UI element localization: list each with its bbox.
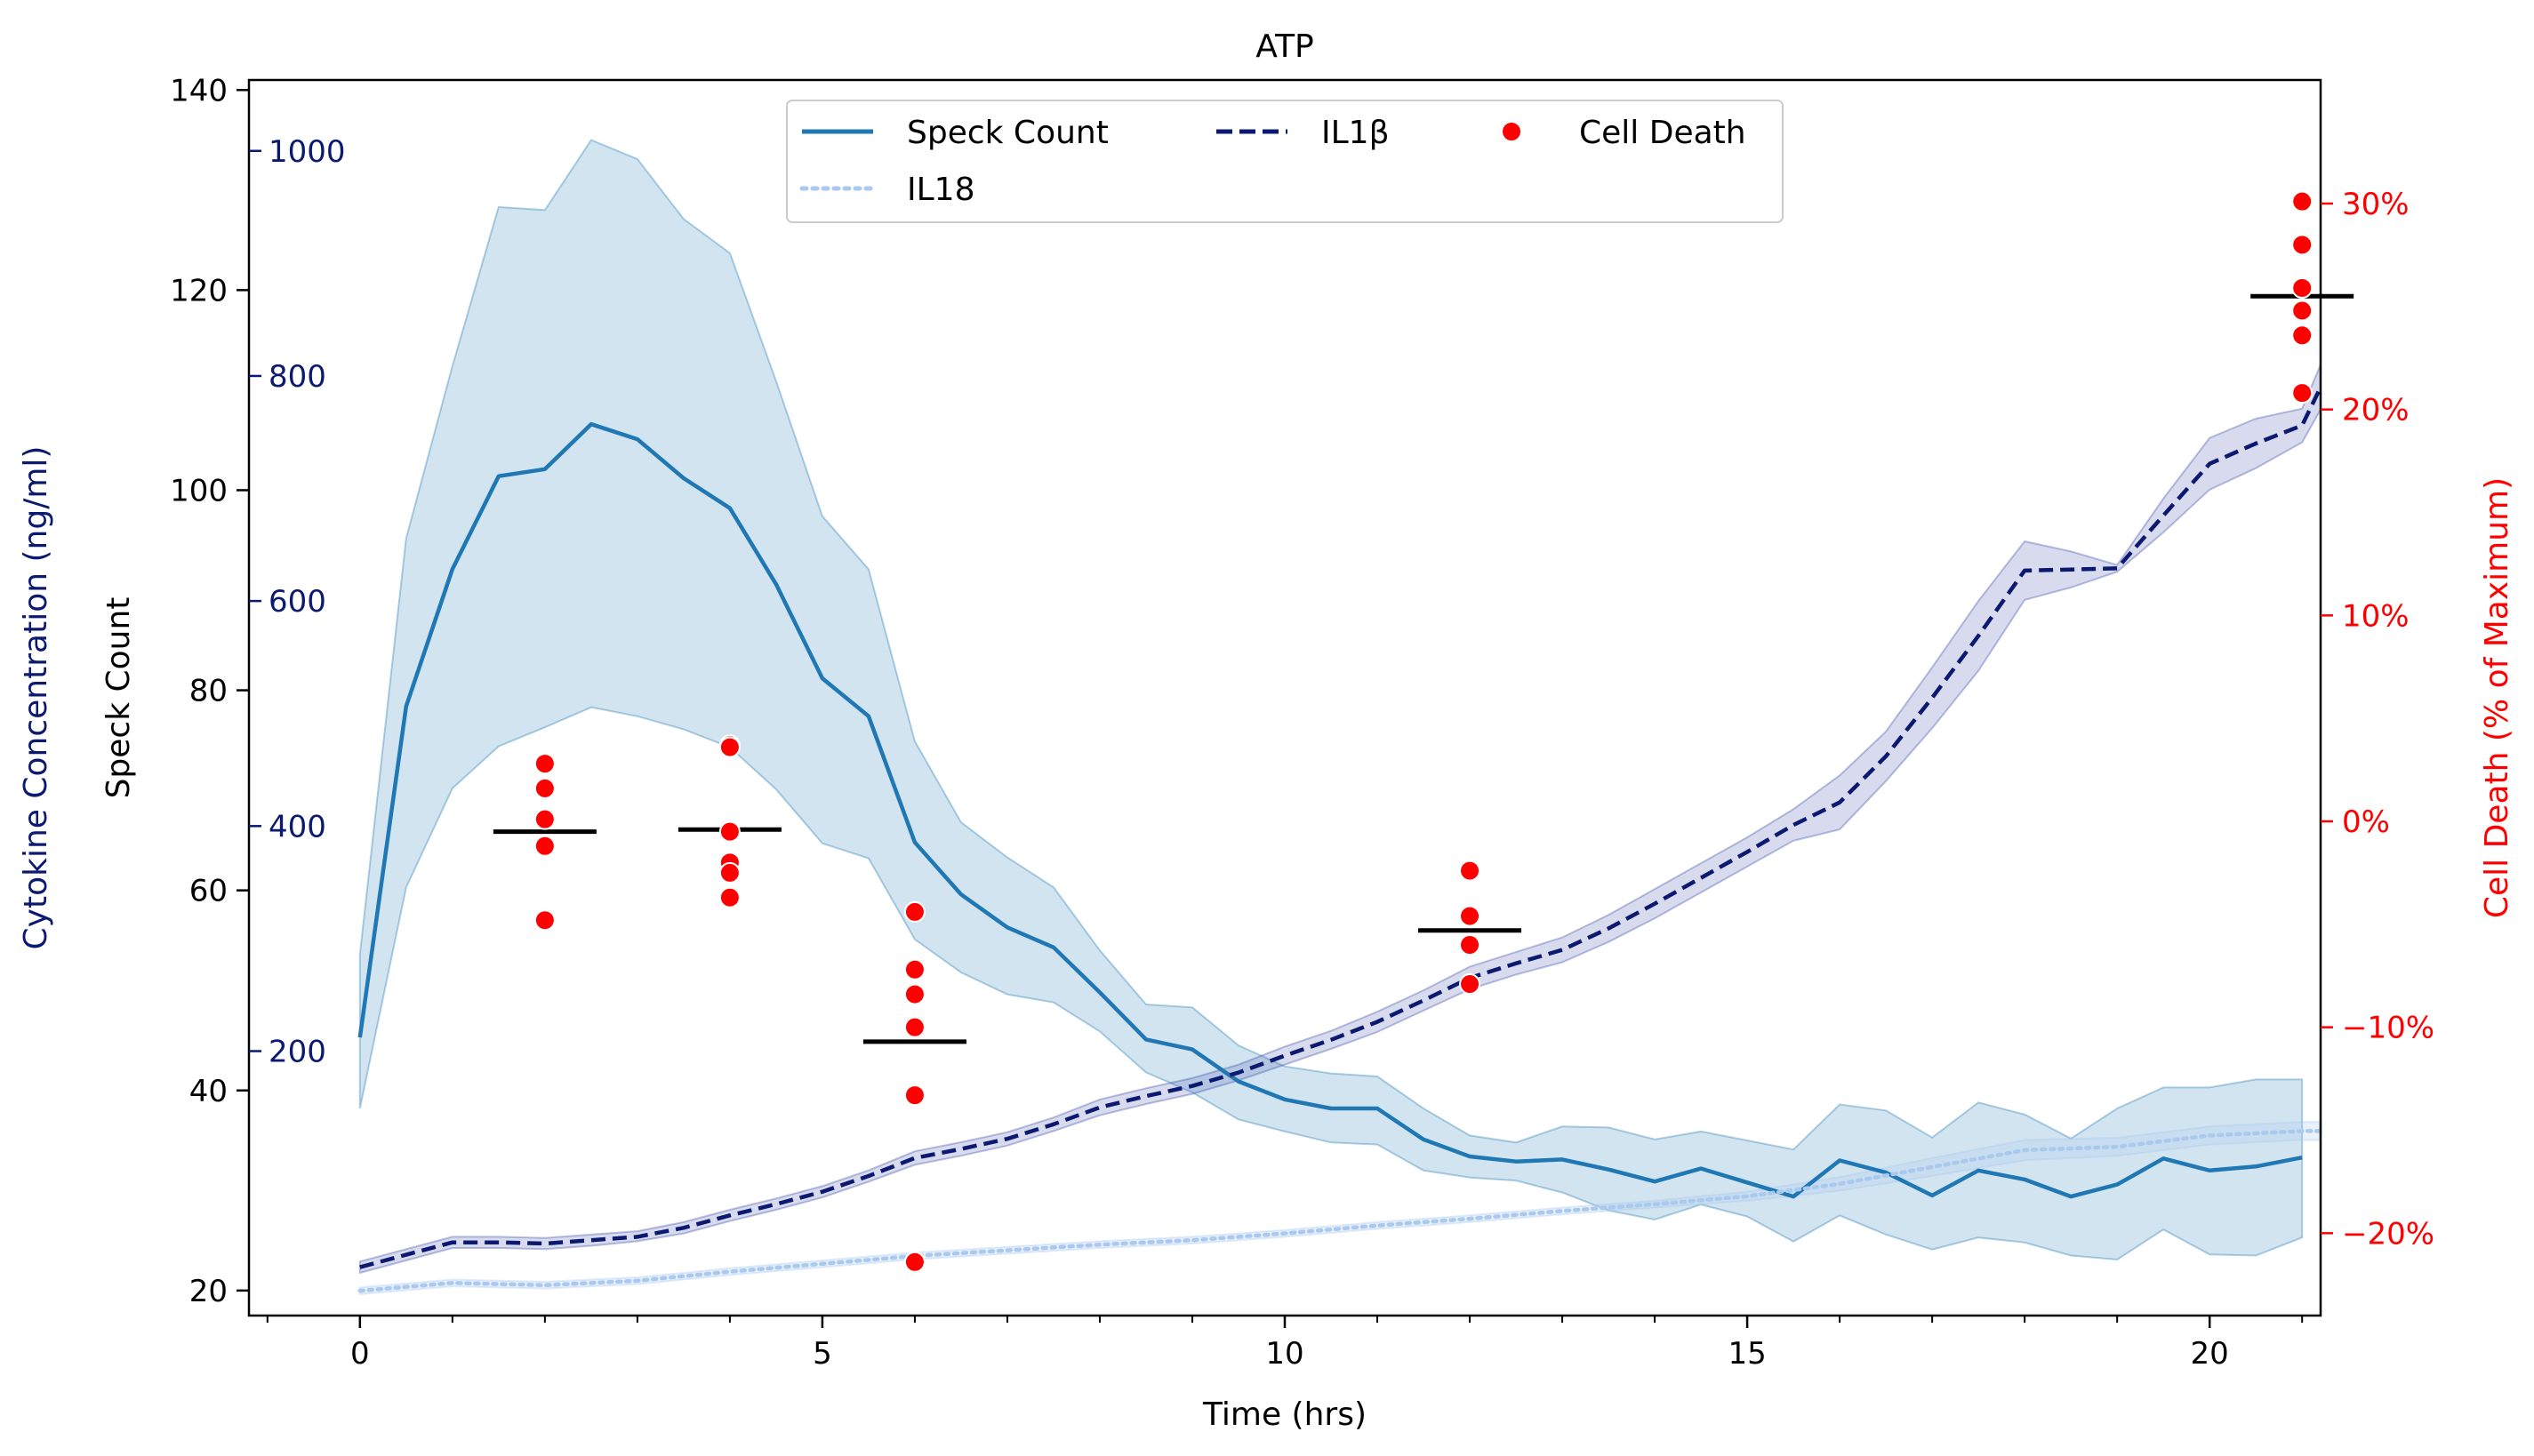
death-tick-label-10: 10% <box>2342 598 2410 634</box>
cell-death-point-2-1 <box>903 958 926 980</box>
cell-death-point-1-5 <box>718 886 741 908</box>
cell-death-point-4-4 <box>2291 324 2313 347</box>
death-tick-label-0: 0% <box>2342 804 2390 840</box>
cytokine-tick-label-400: 400 <box>269 809 326 844</box>
legend-entry-il18: IL18 <box>799 172 974 208</box>
cell-death-point-1-1 <box>718 736 741 758</box>
legend-entry-cell-death: Cell Death <box>1501 115 1746 151</box>
line-speck-count <box>357 421 2303 1199</box>
y-axis-cell-death: −20% −10% 0% 10% 20% 30% <box>2321 187 2434 1252</box>
cell-death-point-2-5 <box>903 1251 926 1273</box>
line-il1b <box>359 386 2323 1269</box>
y-axis-cytokine: 200 400 600 800 1000 <box>249 134 346 1070</box>
death-tick-label--10: −10% <box>2342 1011 2434 1046</box>
death-tick-label-20: 20% <box>2342 393 2410 428</box>
x-axis-label: Time (hrs) <box>1202 1396 1367 1433</box>
cell-death-point-0-0 <box>533 753 556 775</box>
cell-death-point-2-0 <box>903 900 926 923</box>
x-tick-label-20: 20 <box>2191 1336 2229 1372</box>
cytokine-tick-label-200: 200 <box>269 1035 326 1070</box>
legend-entry-speck-count: Speck Count <box>802 115 1109 151</box>
legend-label-speck-count: Speck Count <box>907 115 1109 151</box>
legend-swatch-cell-death <box>1501 121 1522 142</box>
cell-death-point-4-5 <box>2291 382 2313 404</box>
line-il18 <box>357 1129 2323 1293</box>
cell-death-point-1-2 <box>718 820 741 843</box>
x-tick-label-15: 15 <box>1728 1336 1766 1372</box>
cell-death-point-2-2 <box>903 983 926 1005</box>
cytokine-tick-label-800: 800 <box>269 359 326 395</box>
cell-death-points <box>533 190 2313 1273</box>
speck-tick-label-60: 60 <box>189 874 228 909</box>
x-tick-label-0: 0 <box>350 1336 370 1372</box>
cell-death-point-2-3 <box>903 1016 926 1038</box>
y-axis-label-cytokine: Cytokine Concentration (ng/ml) <box>18 446 54 950</box>
cell-death-point-4-3 <box>2291 300 2313 322</box>
cell-death-point-3-1 <box>1459 905 1481 927</box>
cell-death-point-0-1 <box>533 777 556 799</box>
legend-label-cell-death: Cell Death <box>1579 115 1746 151</box>
speck-tick-label-140: 140 <box>170 73 228 108</box>
x-axis: 0 5 10 15 20 <box>266 1316 2304 1372</box>
cell-death-point-4-2 <box>2291 276 2313 299</box>
cell-death-point-4-1 <box>2291 234 2313 256</box>
cell-death-point-3-3 <box>1459 973 1481 996</box>
speck-tick-label-20: 20 <box>189 1274 228 1309</box>
cell-death-point-3-2 <box>1459 934 1481 956</box>
cell-death-point-0-3 <box>533 835 556 857</box>
cytokine-tick-label-1000: 1000 <box>269 134 346 170</box>
y-axis-label-cell-death: Cell Death (% of Maximum) <box>2479 477 2515 918</box>
chart-title: ATP <box>1255 28 1314 65</box>
band-speck-count <box>358 139 2304 1261</box>
legend-entry-il1b: IL1β <box>1216 115 1390 151</box>
confidence-bands <box>358 139 2321 1295</box>
death-tick-label-30: 30% <box>2342 187 2410 222</box>
cell-death-point-3-0 <box>1459 860 1481 882</box>
y-axis-speck-count: 20 40 60 80 100 120 140 <box>170 73 249 1309</box>
legend-frame <box>786 100 1784 223</box>
cell-death-point-0-2 <box>533 808 556 830</box>
speck-tick-label-80: 80 <box>189 674 228 709</box>
cytokine-tick-label-600: 600 <box>269 584 326 620</box>
legend-label-il1b: IL1β <box>1321 115 1390 151</box>
legend: Speck Count IL1β Cell Death IL18 <box>786 100 1784 223</box>
death-tick-label--20: −20% <box>2342 1216 2434 1252</box>
speck-tick-label-100: 100 <box>170 473 228 508</box>
cell-death-point-2-4 <box>903 1084 926 1107</box>
cell-death-point-0-4 <box>533 909 556 932</box>
series-lines <box>357 386 2323 1293</box>
cell-death-point-4-0 <box>2291 190 2313 212</box>
x-tick-label-5: 5 <box>813 1336 832 1372</box>
legend-label-il18: IL18 <box>907 172 974 208</box>
x-tick-label-10: 10 <box>1265 1336 1303 1372</box>
speck-tick-label-120: 120 <box>170 273 228 308</box>
y-axis-label-speck: Speck Count <box>100 597 137 799</box>
speck-tick-label-40: 40 <box>189 1074 228 1109</box>
cell-death-point-1-4 <box>718 861 741 884</box>
